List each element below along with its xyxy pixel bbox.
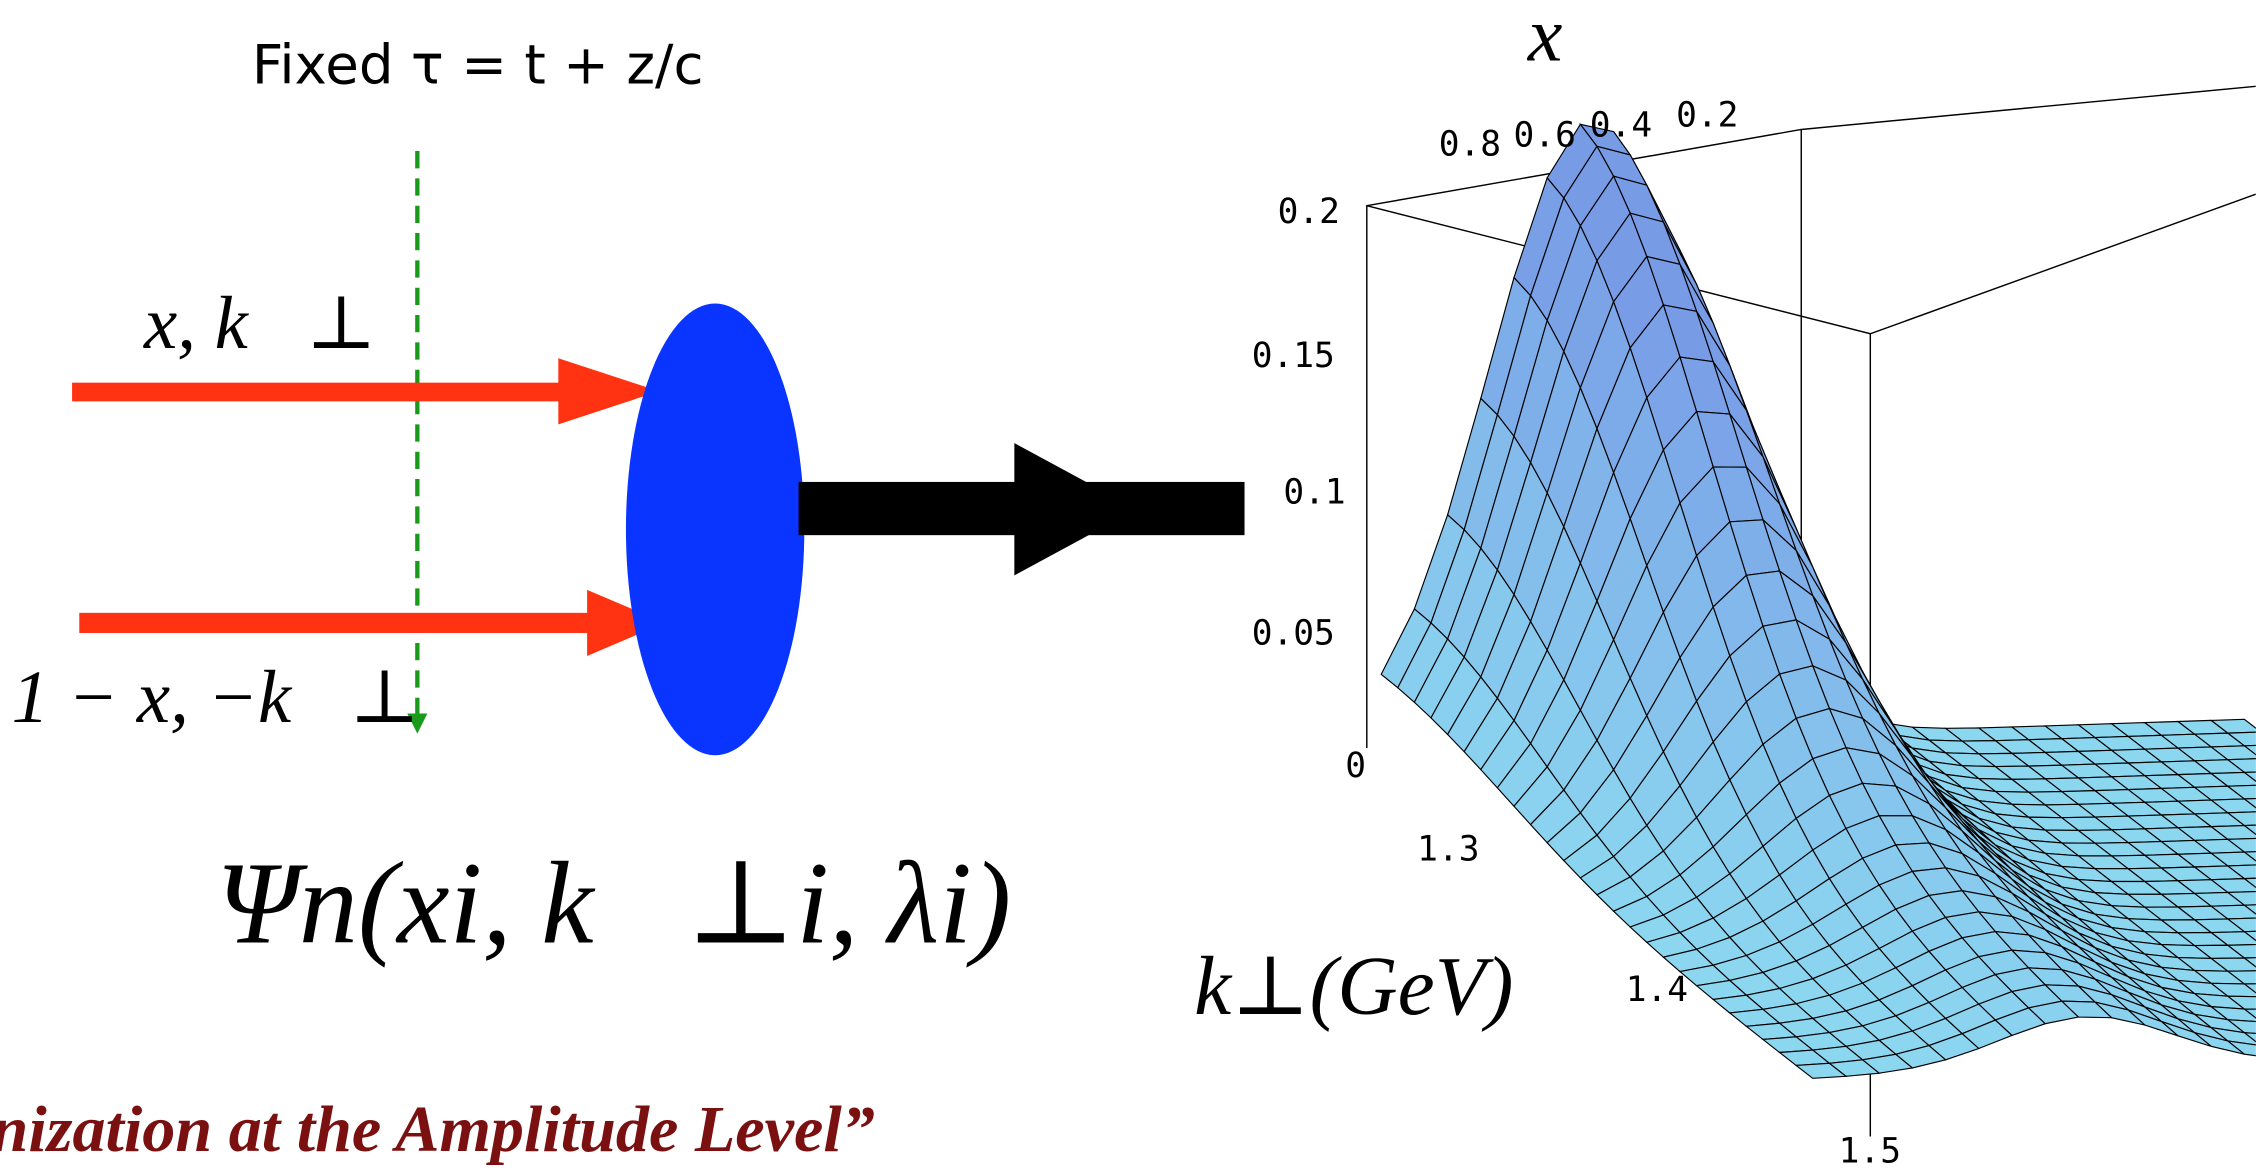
- wavefunction: Ψn(xi, k⃗⊥i, λi): [216, 837, 1011, 968]
- x-tick-label: 0.6: [1514, 116, 1576, 156]
- x-tick-label: 0.8: [1439, 124, 1501, 164]
- lower-arrow-head: [587, 589, 665, 656]
- k-tick-label: 1.4: [1626, 970, 1688, 1010]
- mesh-cell: [1794, 1062, 1848, 1079]
- z-tick-label: 0.15: [1252, 336, 1335, 376]
- upper-label: x, k⃗⊥: [143, 282, 376, 365]
- upper-arrow: [72, 382, 569, 402]
- k-axis-label: k⊥(GeV): [1194, 941, 1513, 1033]
- z-tick-label: 0: [1345, 746, 1366, 786]
- x-tick-label: 0.2: [1676, 96, 1738, 136]
- upper-arrow-head: [558, 358, 660, 425]
- z-tick-label: 0.2: [1278, 192, 1340, 232]
- lower-arrow: [79, 612, 595, 633]
- hadron: [625, 303, 805, 756]
- x-tick-label: 0.4: [1590, 106, 1652, 146]
- frame-label: Fixed τ = t + z/c: [252, 32, 704, 96]
- surface-mesh: [1380, 123, 2256, 1079]
- box-top: [1366, 193, 2256, 335]
- z-tick-label: 0.05: [1252, 613, 1335, 653]
- k-tick-label: 1.3: [1417, 829, 1479, 869]
- z-tick-label: 0.1: [1283, 473, 1345, 513]
- output-arrow-head: [1014, 443, 1137, 576]
- x-axis-label: x: [1527, 0, 1562, 77]
- caption: nization at the Amplitude Level”: [0, 1093, 875, 1166]
- k-tick-label: 1.5: [1839, 1131, 1901, 1171]
- time-slice-head: [407, 713, 428, 734]
- surface-plot: [1366, 85, 2256, 1137]
- lower-label: 1 − x, −k⃗⊥: [12, 656, 420, 739]
- tick-labels: 0.8 0.6 0.4 0.2 0.2 0.15 0.1 0.05 0 1.3 1.4 1.5: [1252, 96, 1901, 1171]
